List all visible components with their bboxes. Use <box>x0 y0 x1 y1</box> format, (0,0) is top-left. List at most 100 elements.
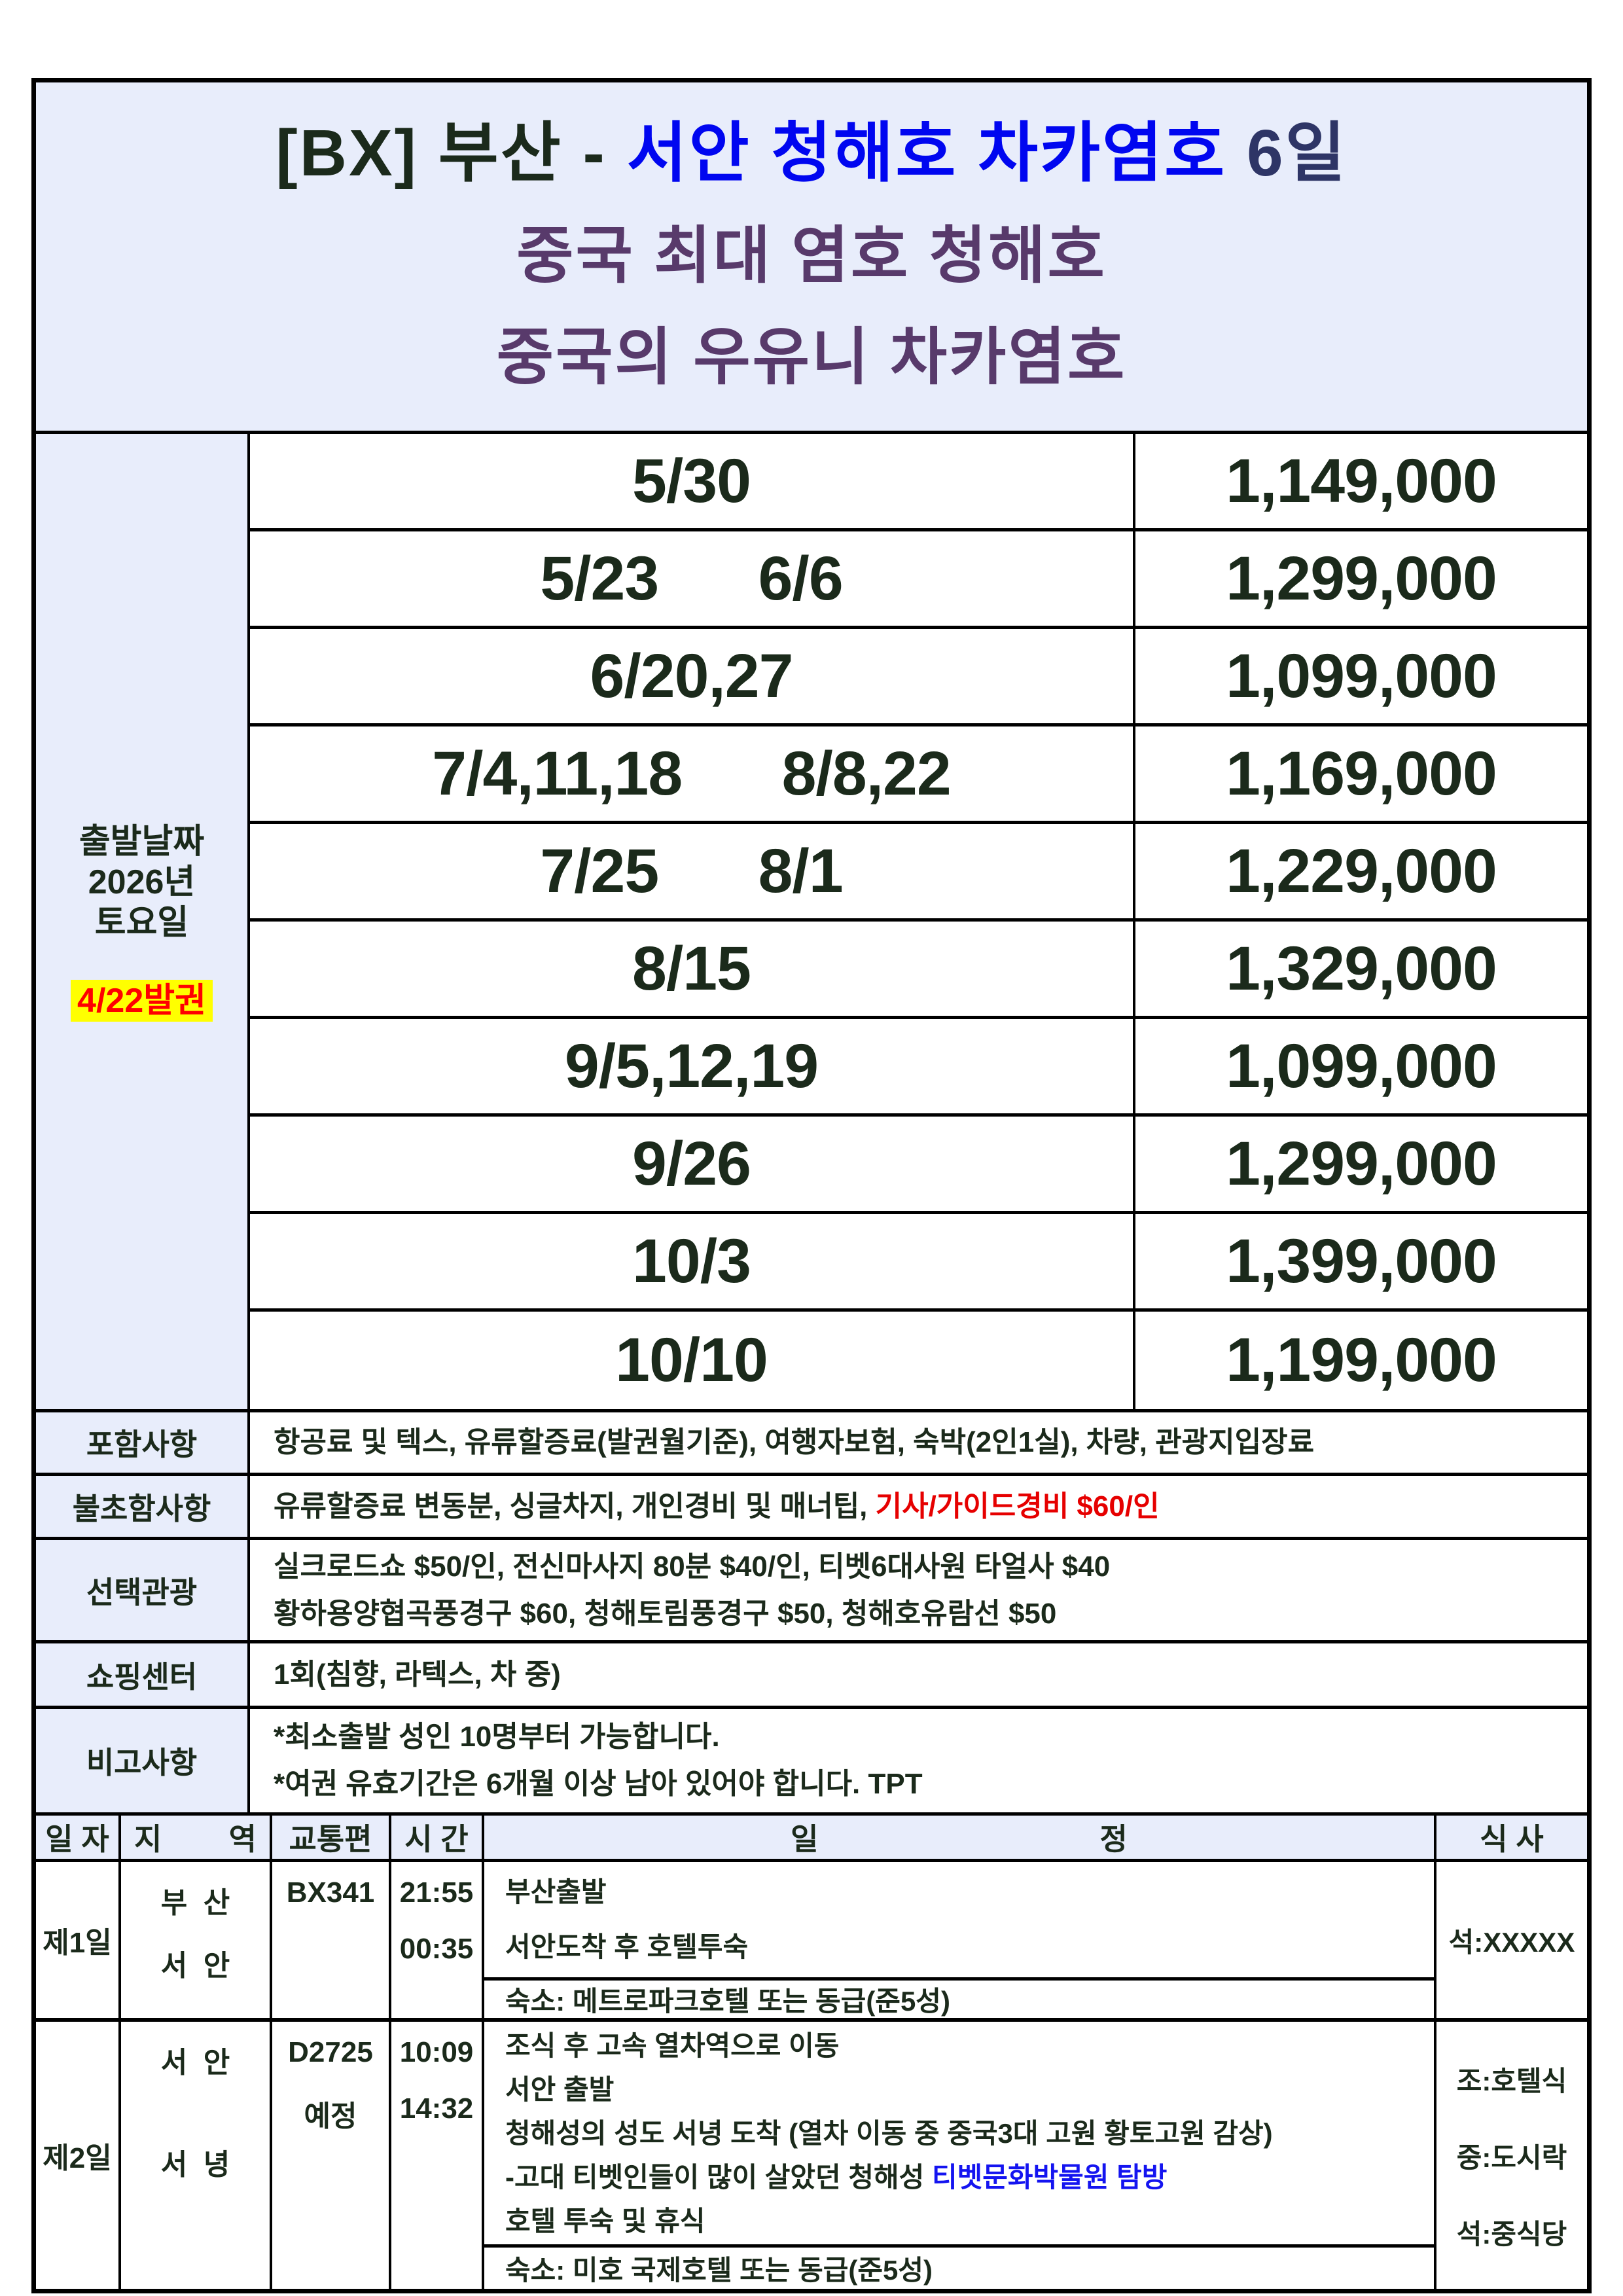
tour-document: [BX] 부산 - 서안 청해호 차카염호 6일 중국 최대 염호 청해호 중국… <box>31 78 1592 2293</box>
tour-price: 1,099,000 <box>1135 1019 1587 1117</box>
header-day: 일 자 <box>36 1816 121 1859</box>
day2-meal-breakfast: 조:호텔식 <box>1456 2065 1567 2096</box>
notes-content: *최소출발 성인 10명부터 가능합니다. *여권 유효기간은 6개월 이상 남… <box>250 1709 1587 1812</box>
day2-label: 제2일 <box>36 2022 121 2289</box>
day1-time: 21:55 00:35 <box>391 1862 484 2018</box>
excluded-content: 유류할증료 변동분, 싱글차지, 개인경비 및 매너팁, 기사/가이드경비 $6… <box>250 1476 1587 1540</box>
excluded-text: 유류할증료 변동분, 싱글차지, 개인경비 및 매너팁, 기사/가이드경비 $6… <box>274 1483 1587 1530</box>
departure-date: 9/26 <box>250 1117 1135 1214</box>
day1-region-to: 서 안 <box>160 1950 230 1982</box>
day1-region-from: 부 산 <box>160 1887 230 1919</box>
departure-date: 7/25 8/1 <box>250 824 1135 922</box>
day2-time: 10:09 14:32 <box>391 2022 484 2289</box>
day1-region: 부 산 서 안 <box>121 1862 272 2018</box>
tour-title-line2: 중국 최대 염호 청해호 <box>516 221 1107 291</box>
tour-price: 1,149,000 <box>1135 434 1587 531</box>
tour-title-line3: 중국의 우유니 차카염호 <box>496 323 1127 392</box>
day2-arrive-time: 14:32 <box>399 2092 474 2125</box>
shopping-content: 1회(침향, 라텍스, 차 중) <box>250 1643 1587 1709</box>
day2-train-number: D2725 <box>288 2036 373 2068</box>
tour-price: 1,199,000 <box>1226 1325 1497 1395</box>
day1-meals: 석:XXXXX <box>1436 1862 1587 2018</box>
itinerary-day1-row: 제1일 부 산 서 안 BX341 21:55 00:35 부산출발 서안도착 … <box>36 1862 1587 2022</box>
day2-train-note: 예정 <box>304 2100 357 2132</box>
day2-region-from: 서 안 <box>160 2047 230 2079</box>
departure-date: 7/4,11,18 8/8,22 <box>250 726 1135 824</box>
departure-date: 5/30 <box>250 434 1135 531</box>
optional-tours-line1: 실크로드쇼 $50/인, 전신마사지 80분 $40/인, 티벳6대사원 타얼사… <box>274 1550 1111 1583</box>
tour-title-line1: [BX] 부산 - 서안 청해호 차카염호 6일 <box>36 101 1587 206</box>
optional-tours-label: 선택관광 <box>36 1540 250 1643</box>
departure-date: 8/15 <box>250 922 1135 1019</box>
included-text: 항공료 및 텍스, 유류할증료(발권월기준), 여행자보험, 숙박(2인1실),… <box>274 1426 1315 1458</box>
notes-line2: *여권 유효기간은 6개월 이상 남아 있어야 합니다. TPT <box>274 1768 923 1800</box>
optional-tours-content: 실크로드쇼 $50/인, 전신마사지 80분 $40/인, 티벳6대사원 타얼사… <box>250 1540 1587 1643</box>
notes-label: 비고사항 <box>36 1709 250 1812</box>
departure-label-cell: 출발날짜 2026년 토요일 4/22발권 <box>36 434 250 1409</box>
day2-schedule: 조식 후 고속 열차역으로 이동 서안 출발 청해성의 성도 서녕 도착 (열차… <box>484 2022 1436 2244</box>
day1-lodging: 숙소: 메트로파크호텔 또는 동급(준5성) <box>484 1977 1436 2018</box>
day1-flight-number: BX341 <box>286 1876 375 1909</box>
departure-date: 9/5,12,19 <box>250 1019 1135 1117</box>
departure-date: 6/20,27 <box>250 629 1135 726</box>
day1-label: 제1일 <box>36 1862 121 2018</box>
title-route-highlight: 서안 청해호 차카염호 <box>626 117 1227 190</box>
itinerary-header-row: 일 자 지 역 교통편 시 간 일 정 식 사 <box>36 1812 1587 1862</box>
header-schedule-right: 정 <box>1099 1822 1128 1856</box>
tour-title-block: [BX] 부산 - 서안 청해호 차카염호 6일 중국 최대 염호 청해호 중국… <box>36 82 1587 434</box>
ticketing-note-badge: 4/22발권 <box>71 980 213 1022</box>
title-route-prefix: [BX] 부산 - <box>276 117 627 190</box>
shopping-label: 쇼핑센터 <box>36 1643 250 1709</box>
day1-schedule-line2: 서안도착 후 호텔투숙 <box>505 1931 749 1962</box>
included-content: 항공료 및 텍스, 유류할증료(발권월기준), 여행자보험, 숙박(2인1실),… <box>250 1412 1587 1476</box>
day2-schedule-line4-prefix: -고대 티벳인들이 많이 살았던 청해성 <box>505 2161 932 2193</box>
tour-price: 1,169,000 <box>1135 726 1587 824</box>
day2-schedule-line5: 호텔 투숙 및 휴식 <box>505 2205 705 2236</box>
shopping-text: 1회(침향, 라텍스, 차 중) <box>274 1658 561 1691</box>
header-transport: 교통편 <box>272 1816 391 1859</box>
tour-price: 1,329,000 <box>1135 922 1587 1019</box>
day2-schedule-line4-highlight: 티벳문화박물원 탐방 <box>931 2161 1168 2193</box>
header-meals: 식 사 <box>1480 1822 1544 1856</box>
day1-depart-time: 21:55 <box>399 1876 474 1909</box>
notes-line1: *최소출발 성인 10명부터 가능합니다. <box>274 1721 720 1753</box>
header-region: 지 역 <box>121 1816 272 1859</box>
optional-tours-line2: 황하용양협곡풍경구 $60, 청해토림풍경구 $50, 청해호유람선 $50 <box>274 1597 1057 1630</box>
departure-date: 10/10 <box>250 1312 1135 1409</box>
departure-label-line2: 2026년 <box>88 863 196 901</box>
tour-info-table: 포함사항 항공료 및 텍스, 유류할증료(발권월기준), 여행자보험, 숙박(2… <box>36 1409 1587 1812</box>
tour-price: 1,399,000 <box>1135 1214 1587 1312</box>
excluded-label: 불초함사항 <box>36 1476 250 1540</box>
excluded-text-prefix: 유류할증료 변동분, 싱글차지, 개인경비 및 매너팁, <box>274 1490 876 1522</box>
included-label: 포함사항 <box>36 1412 250 1476</box>
day2-lodging: 숙소: 미호 국제호텔 또는 동급(준5성) <box>484 2244 1436 2289</box>
departure-date: 5/23 6/6 <box>250 531 1135 629</box>
title-duration: 6일 <box>1226 117 1347 190</box>
excluded-text-red: 기사/가이드경비 $60/인 <box>875 1490 1160 1522</box>
day2-meals: 조:호텔식 중:도시락 석:중식당 <box>1436 2022 1587 2289</box>
departure-label-line1: 출발날짜 <box>79 823 205 861</box>
day2-region-to: 서 녕 <box>160 2149 230 2181</box>
tour-price: 1,299,000 <box>1135 1117 1587 1214</box>
day1-schedule: 부산출발 서안도착 후 호텔투숙 <box>484 1862 1436 1977</box>
day1-transport: BX341 <box>272 1862 391 2018</box>
day2-schedule-line1: 조식 후 고속 열차역으로 이동 <box>505 2030 840 2061</box>
header-schedule-left: 일 <box>791 1822 819 1856</box>
day1-schedule-line1: 부산출발 <box>505 1876 607 1907</box>
header-schedule: 일 정 <box>484 1816 1436 1859</box>
day2-meal-dinner: 석:중식당 <box>1456 2218 1567 2250</box>
departure-date: 10/3 <box>250 1214 1135 1312</box>
day2-schedule-line3: 청해성의 성도 서녕 도착 (열차 이동 중 중국3대 고원 황토고원 감상) <box>505 2117 1273 2149</box>
day2-schedule-line2: 서안 출발 <box>505 2073 615 2105</box>
day2-transport: D2725 예정 <box>272 2022 391 2289</box>
departure-label-line3: 토요일 <box>94 904 189 942</box>
day1-arrive-time: 00:35 <box>399 1933 474 1965</box>
header-time: 시 간 <box>391 1816 484 1859</box>
tour-price: 1,299,000 <box>1135 531 1587 629</box>
day1-meal-dinner: 석:XXXXX <box>1448 1926 1575 1958</box>
departure-price-table: 출발날짜 2026년 토요일 4/22발권 5/30 1,149,000 5/2… <box>36 434 1587 1409</box>
day2-schedule-line4: -고대 티벳인들이 많이 살았던 청해성 티벳문화박물원 탐방 <box>505 2155 1421 2199</box>
day2-depart-time: 10:09 <box>399 2036 474 2068</box>
tour-price: 1,099,000 <box>1135 629 1587 726</box>
